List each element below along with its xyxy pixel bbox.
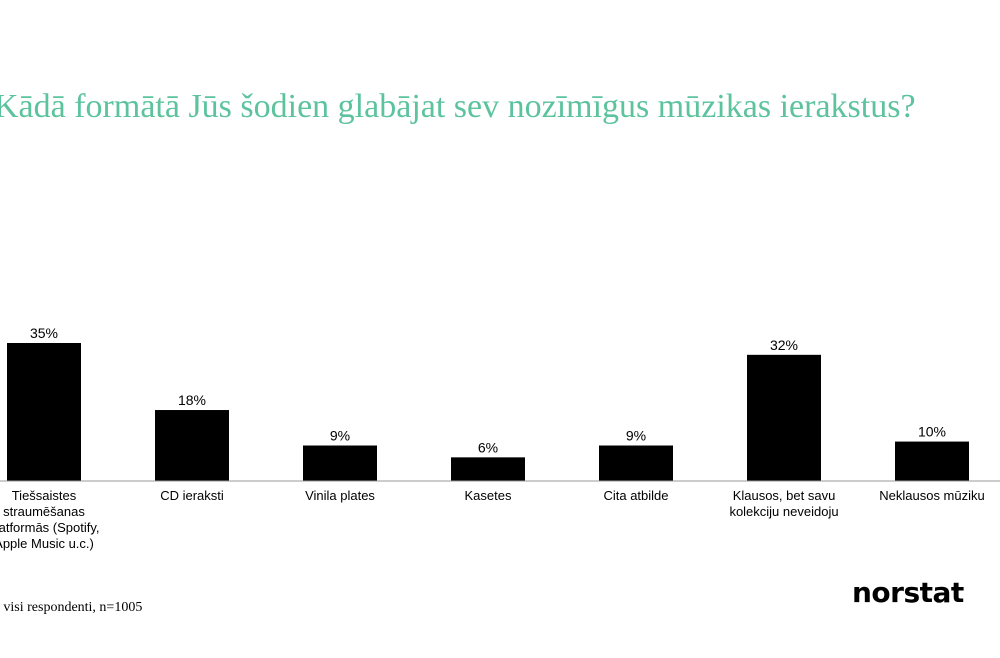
bar — [895, 441, 969, 481]
footnote: : visi respondenti, n=1005 — [0, 600, 143, 615]
category-label: CD ieraksti — [160, 488, 224, 503]
data-label: 10% — [918, 424, 946, 440]
norstat-logo: norstat — [852, 576, 964, 609]
bar — [155, 410, 229, 481]
category-label: Tiešsaistes — [12, 488, 77, 503]
chart-title: Kādā formātā Jūs šodien glabājat sev noz… — [0, 88, 916, 125]
bar — [451, 457, 525, 481]
data-label: 9% — [330, 428, 350, 444]
category-label: Vinila plates — [305, 488, 375, 503]
category-label: straumēšanas — [3, 504, 85, 519]
category-label: Apple Music u.c.) — [0, 536, 94, 551]
data-label: 9% — [626, 428, 646, 444]
category-label: Klausos, bet savu — [733, 488, 836, 503]
bar — [599, 445, 673, 481]
bar — [747, 354, 821, 481]
data-label: 35% — [30, 325, 58, 341]
category-label: Cita atbilde — [603, 488, 668, 503]
data-label: 32% — [770, 337, 798, 353]
category-label: Neklausos mūziku — [879, 488, 985, 503]
data-label: 6% — [478, 439, 498, 455]
bar — [303, 445, 377, 481]
bar — [7, 343, 81, 481]
data-label: 18% — [178, 392, 206, 408]
category-label: platformās (Spotify, — [0, 520, 100, 535]
category-label: Kasetes — [465, 488, 512, 503]
category-label: kolekciju neveidoju — [729, 504, 838, 519]
bar-chart: 35% Tiešsaistesstraumēšanasplatformās (Sp… — [0, 325, 1000, 551]
